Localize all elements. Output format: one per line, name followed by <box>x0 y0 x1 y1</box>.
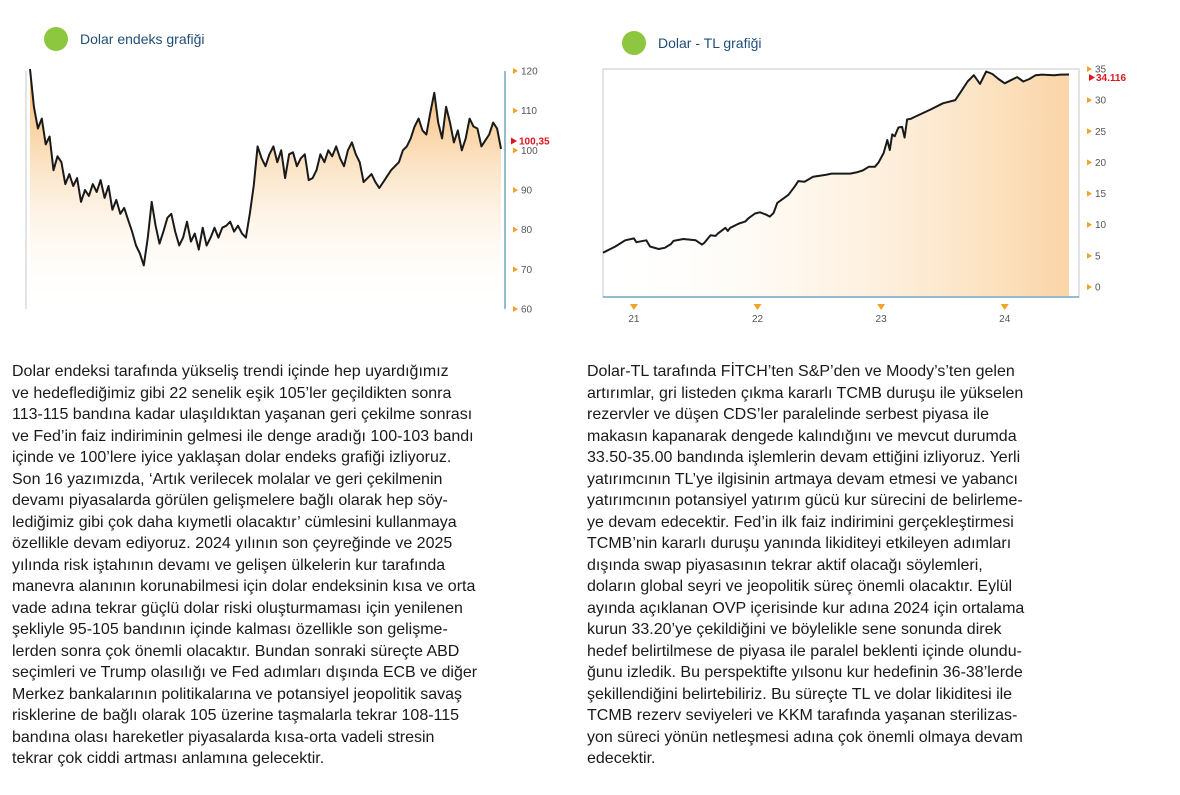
left-text-line: Dolar endeksi tarafında yükseliş trendi … <box>12 363 449 380</box>
usdtry-x-tick-label: 21 <box>628 314 640 325</box>
dxy-y-tick-label: 80 <box>521 225 533 236</box>
right-text-line: şekillendiğini belirtebiliriz. Bu süreçt… <box>587 685 1013 703</box>
tick-marker-icon <box>513 68 518 74</box>
left-text-line: içinde ve 100’lere iyice yaklaşan dolar … <box>12 449 452 466</box>
left-text-line: vade adına tekrar güçlü dolar riski oluş… <box>12 599 463 617</box>
green-dot-icon <box>44 27 68 51</box>
left-text-line: özellikle devam ediyoruz. 2024 yılının s… <box>12 535 453 552</box>
tick-marker-icon <box>1087 190 1092 197</box>
right-text-line: dışında swap piyasasının tekrar aktif ol… <box>587 556 983 574</box>
usdtry-x-tick-label: 22 <box>752 314 764 325</box>
usdtry-area-fill <box>603 71 1069 296</box>
right-text-line: TCMB rezerv seviyeleri ve KKM tarafında … <box>587 707 1018 724</box>
tick-marker-icon <box>1087 284 1092 290</box>
dxy-y-tick-label: 120 <box>521 67 538 78</box>
right-text-line: artırımlar, gri listeden çıkma kararlı T… <box>587 384 1024 402</box>
right-text-line: Dolar-TL tarafında FİTCH’ten S&P’den ve … <box>587 363 1015 380</box>
right-text-line: kurun 33.20’ye çekildiğini ve böylelikle… <box>587 621 1002 638</box>
usdtry-current-marker-icon <box>1089 74 1095 82</box>
right-text-line: yatırımcının TL’ye ilgisinin artmaya dev… <box>587 470 1018 488</box>
dxy-y-tick-label: 90 <box>521 186 533 197</box>
dxy-y-tick-label: 110 <box>521 106 537 117</box>
tick-marker-icon <box>513 107 518 114</box>
usdtry-series-line <box>602 70 1070 254</box>
left-text-line: manevra alanının korunabilmesi için dola… <box>12 578 476 595</box>
green-dot-icon <box>622 31 646 55</box>
usdtry-y-tick-label: 0 <box>1095 283 1101 294</box>
left-text-line: Son 16 yazımızda, ‘Artık verilecek molal… <box>12 470 443 488</box>
right-article-text: Dolar-TL tarafında FİTCH’ten S&P’den ve … <box>587 361 1024 770</box>
dxy-area-fill <box>30 69 501 309</box>
tick-marker-icon <box>513 306 518 312</box>
usdtry-y-tick-label: 10 <box>1095 220 1107 231</box>
dxy-y-tick-label: 70 <box>521 265 533 276</box>
left-text-line: Merkez bankalarının politikalarına ve po… <box>12 685 463 703</box>
usdtry-y-tick-label: 20 <box>1095 158 1107 169</box>
left-text-line: 113-115 bandına kadar ulaşıldıktan yaşan… <box>12 406 473 423</box>
right-text-line: ayında açıklanan OVP içerisinde kur adın… <box>587 599 1025 617</box>
right-text-line: rezervler ve düşen CDS’ler paralelinde s… <box>587 406 989 423</box>
x-tick-marker-icon <box>1000 304 1009 310</box>
tick-marker-icon <box>1087 97 1092 104</box>
dxy-chart: 120 110 100 90 80 70 60 100,35 <box>25 67 550 316</box>
usdtry-x-tick-label: 24 <box>999 314 1011 325</box>
dxy-y-tick-label: 100 <box>521 146 538 157</box>
tick-marker-icon <box>513 226 518 233</box>
left-text-line: tekrar çok ciddi artması anlamına gelece… <box>12 750 325 767</box>
usdtry-y-tick-label: 25 <box>1095 127 1107 138</box>
right-text-line: TCMB’nin kararlı duruşu yanında likidite… <box>587 535 1012 552</box>
dxy-current-marker-icon <box>511 137 517 145</box>
right-text-line: makasın kapanarak dengede kalındığını ve… <box>587 427 1017 445</box>
left-text-line: devamı piyasalarda görülen gelişmelere b… <box>12 492 448 509</box>
left-text-line: lediğimiz gibi çok daha kıymetli olacakt… <box>12 513 457 531</box>
usdtry-chart-title: Dolar - TL grafiği <box>658 35 762 51</box>
tick-marker-icon <box>1087 159 1092 166</box>
tick-marker-icon <box>513 187 518 193</box>
right-text-line: 33.50-35.00 bandında işlemlerin devam et… <box>587 449 1021 466</box>
usdtry-chart: 35 30 25 20 15 10 5 0 21 22 23 24 34.116 <box>602 65 1126 325</box>
left-text-line: yılında risk iştahının devamı ve gelişen… <box>12 556 446 574</box>
x-tick-marker-icon <box>877 304 886 310</box>
dxy-series-line <box>29 68 502 267</box>
left-text-line: lerden sonra çok önemli olacaktır. Bunda… <box>12 642 460 660</box>
tick-marker-icon <box>1087 252 1092 259</box>
left-text-line: şekliyle 95-105 bandının içinde kalması … <box>12 621 448 638</box>
tick-marker-icon <box>1087 128 1092 135</box>
left-text-line: seçimleri ve Trump olasılığı ve Fed adım… <box>12 664 478 681</box>
charts-canvas: 120 110 100 90 80 70 60 100,35 35 30 25 20 15 10 5 0 21… <box>25 65 1126 325</box>
right-text-line: ye devam edecektir. Fed’in ilk faiz indi… <box>587 513 1014 531</box>
usdtry-x-tick-label: 23 <box>876 314 888 325</box>
dxy-y-tick-label: 60 <box>521 305 533 316</box>
right-text-line: yon süreci yönün netleşmesi adına çok ön… <box>587 728 1023 746</box>
left-article-text: Dolar endeksi tarafında yükseliş trendi … <box>12 361 477 770</box>
usdtry-y-tick-label: 35 <box>1095 65 1107 76</box>
usdtry-y-tick-label: 5 <box>1095 251 1101 262</box>
chart-header-usdtry: Dolar - TL grafiği <box>622 31 761 55</box>
tick-marker-icon <box>513 147 518 154</box>
left-text-line: risklerine de bağlı olarak 105 üzerine t… <box>12 707 460 724</box>
x-tick-marker-icon <box>753 304 762 310</box>
usdtry-y-tick-label: 30 <box>1095 96 1107 107</box>
dxy-chart-title: Dolar endeks grafiği <box>80 31 205 47</box>
x-tick-marker-icon <box>629 304 638 310</box>
right-text-line: edecektir. <box>587 750 656 767</box>
usdtry-y-tick-label: 15 <box>1095 189 1107 200</box>
right-text-line: yatırımcının potansiyel yatırım gücü kur… <box>587 492 1023 509</box>
tick-marker-icon <box>1087 66 1092 72</box>
dxy-current-value-label: 100,35 <box>519 136 550 147</box>
left-text-line: ve hedeflediğimiz gibi 22 senelik eşik 1… <box>12 384 452 402</box>
right-text-line: doların global seyri ve jeopolitik süreç… <box>587 578 1013 595</box>
right-text-line: ğunu izledik. Bu perspektifte yılsonu ku… <box>587 664 1023 681</box>
left-text-line: bandına olası hareketler piyasalarda kıs… <box>12 728 435 746</box>
chart-header-dxy: Dolar endeks grafiği <box>44 27 205 51</box>
right-text-line: hedef belirtilmese de piyasa ile paralel… <box>587 642 1022 660</box>
left-text-line: ve Fed’in faiz indiriminin gelmesi ile d… <box>12 427 474 445</box>
tick-marker-icon <box>1087 221 1092 228</box>
tick-marker-icon <box>513 266 518 273</box>
usdtry-current-value-label: 34.116 <box>1096 73 1126 84</box>
